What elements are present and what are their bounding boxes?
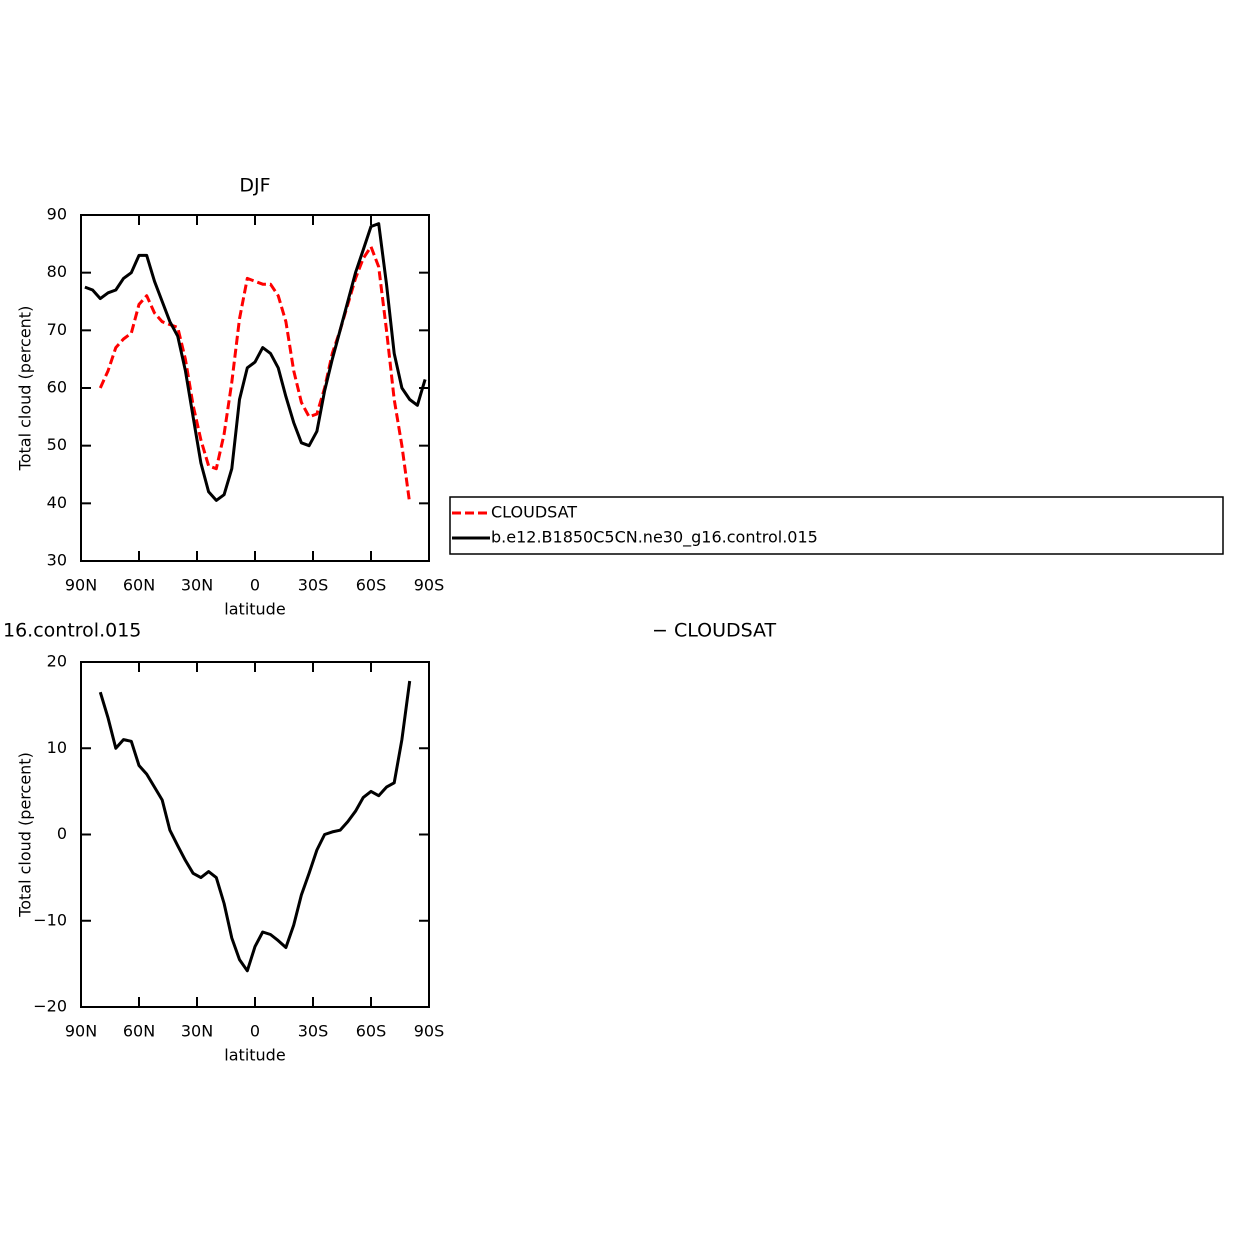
data-line xyxy=(98,680,412,973)
plot-frame xyxy=(80,214,430,562)
y-tick-label: 40 xyxy=(47,493,67,512)
x-tick-label: 30S xyxy=(298,1022,329,1041)
x-axis-label: latitude xyxy=(224,600,285,619)
x-tick-label: 60S xyxy=(356,576,387,595)
y-tick-label: 10 xyxy=(47,738,67,757)
y-tick-label: −10 xyxy=(33,910,67,929)
legend-label: b.e12.B1850C5CN.ne30_g16.control.015 xyxy=(491,528,818,548)
plot-frame xyxy=(80,661,430,1008)
legend-box xyxy=(449,496,1224,555)
chart-title-right: − CLOUDSAT xyxy=(652,620,777,642)
chart-title: DJF xyxy=(239,175,270,197)
x-tick-label: 0 xyxy=(250,1022,260,1041)
y-tick-label: 0 xyxy=(57,824,67,843)
y-axis-label: Total cloud (percent) xyxy=(16,752,35,918)
x-tick-label: 60S xyxy=(356,1022,387,1041)
x-axis-label: latitude xyxy=(224,1046,285,1065)
y-tick-label: 90 xyxy=(47,205,67,224)
y-tick-label: 50 xyxy=(47,435,67,454)
y-tick-label: 20 xyxy=(47,652,67,671)
x-tick-label: 60N xyxy=(123,1022,155,1041)
x-tick-label: 60N xyxy=(123,576,155,595)
x-tick-label: 30S xyxy=(298,576,329,595)
data-line xyxy=(84,222,427,502)
legend-label: CLOUDSAT xyxy=(491,503,577,522)
x-tick-label: 90N xyxy=(65,1022,97,1041)
y-tick-label: −20 xyxy=(33,997,67,1016)
x-tick-label: 90N xyxy=(65,576,97,595)
y-axis-label: Total cloud (percent) xyxy=(16,306,35,472)
y-tick-label: 70 xyxy=(47,320,67,339)
x-tick-label: 30N xyxy=(181,576,213,595)
x-tick-label: 0 xyxy=(250,576,260,595)
x-tick-label: 30N xyxy=(181,1022,213,1041)
x-tick-label: 90S xyxy=(414,576,445,595)
y-tick-label: 80 xyxy=(47,262,67,281)
y-tick-label: 60 xyxy=(47,378,67,397)
data-line xyxy=(98,245,412,504)
y-tick-label: 30 xyxy=(47,551,67,570)
x-tick-label: 90S xyxy=(414,1022,445,1041)
chart-title-left: 16.control.015 xyxy=(3,620,141,642)
